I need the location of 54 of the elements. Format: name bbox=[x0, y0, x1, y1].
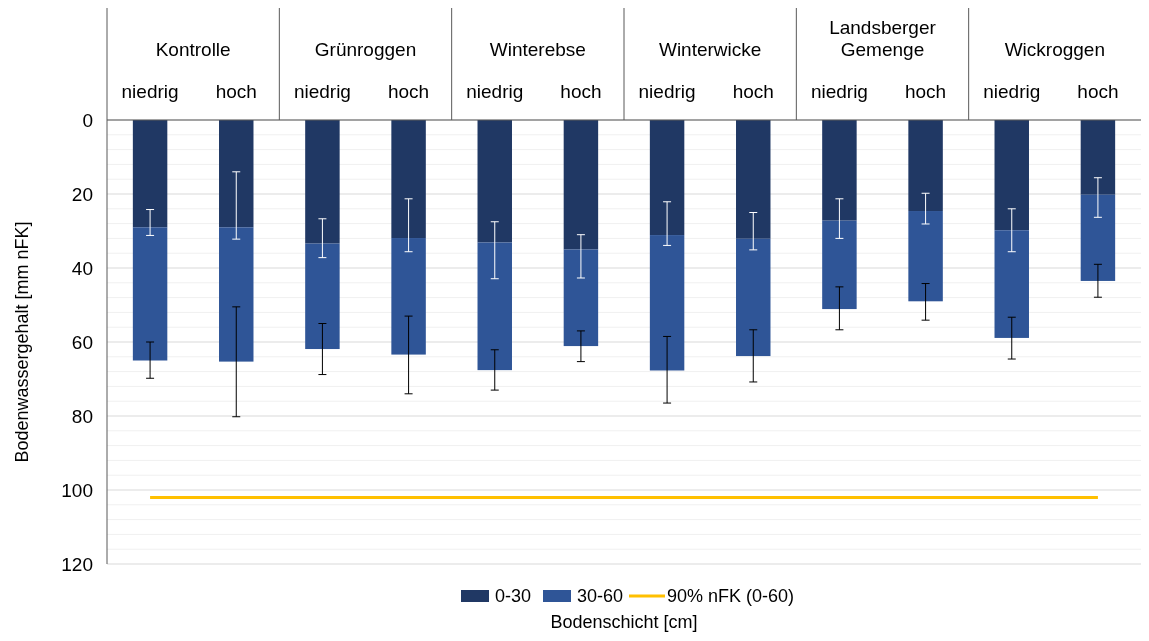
legend-label: 30-60 bbox=[577, 586, 624, 607]
bar bbox=[391, 238, 426, 355]
bar bbox=[908, 211, 943, 302]
bar bbox=[649, 235, 685, 371]
x-tick-label: hoch bbox=[387, 81, 430, 102]
bar bbox=[649, 120, 685, 236]
y-tick-label: 0 bbox=[82, 109, 93, 131]
bar bbox=[219, 120, 254, 228]
bar bbox=[822, 120, 857, 221]
y-tick-label: 40 bbox=[71, 257, 93, 279]
x-tick-label: niedrig bbox=[466, 81, 524, 102]
bar bbox=[132, 227, 168, 361]
text: Grünroggen bbox=[314, 39, 417, 60]
bar bbox=[1080, 120, 1116, 195]
bar bbox=[908, 120, 943, 212]
legend-label: 90% nFK (0-60) bbox=[667, 586, 795, 607]
bar bbox=[1080, 194, 1116, 281]
bar bbox=[994, 230, 1029, 338]
text: Kontrolle bbox=[155, 39, 231, 60]
bar bbox=[477, 120, 512, 243]
x-tick-label: niedrig bbox=[121, 81, 179, 102]
bar bbox=[305, 120, 340, 244]
text: Wickroggen bbox=[1004, 39, 1105, 60]
x-tick-label: hoch bbox=[1077, 81, 1119, 102]
y-tick-label: 60 bbox=[71, 331, 93, 353]
x-tick-label: niedrig bbox=[293, 81, 351, 102]
y-tick-label: 80 bbox=[71, 405, 93, 427]
bar bbox=[305, 243, 340, 350]
x-tick-label: niedrig bbox=[810, 81, 868, 102]
bar bbox=[391, 120, 426, 239]
x-tick-label: niedrig bbox=[983, 81, 1041, 102]
legend-label: 0-30 bbox=[495, 586, 532, 607]
text: Landsberger Gemenge bbox=[829, 17, 937, 60]
y-tick-label: 100 bbox=[61, 479, 93, 501]
bar bbox=[736, 238, 771, 357]
x-tick-label: niedrig bbox=[638, 81, 696, 102]
y-tick-label: 120 bbox=[61, 553, 93, 575]
x-tick-label: hoch bbox=[904, 81, 947, 102]
x-tick-label: hoch bbox=[215, 81, 257, 102]
x-axis-title: Bodenschicht [cm] bbox=[550, 612, 698, 632]
bar bbox=[219, 227, 254, 362]
text: Winterebse bbox=[489, 39, 586, 60]
bar bbox=[477, 242, 512, 371]
bar bbox=[132, 120, 168, 228]
y-tick-label: 20 bbox=[71, 183, 93, 205]
bar bbox=[563, 249, 599, 347]
x-tick-label: hoch bbox=[560, 81, 602, 102]
bar bbox=[822, 220, 857, 310]
y-axis-title: Bodenwassergehalt [mm nFK] bbox=[12, 221, 33, 463]
x-tick-label: hoch bbox=[732, 81, 774, 102]
text: Winterwicke bbox=[658, 39, 762, 60]
bar bbox=[563, 120, 599, 250]
bar bbox=[994, 120, 1029, 231]
bar bbox=[736, 120, 771, 239]
